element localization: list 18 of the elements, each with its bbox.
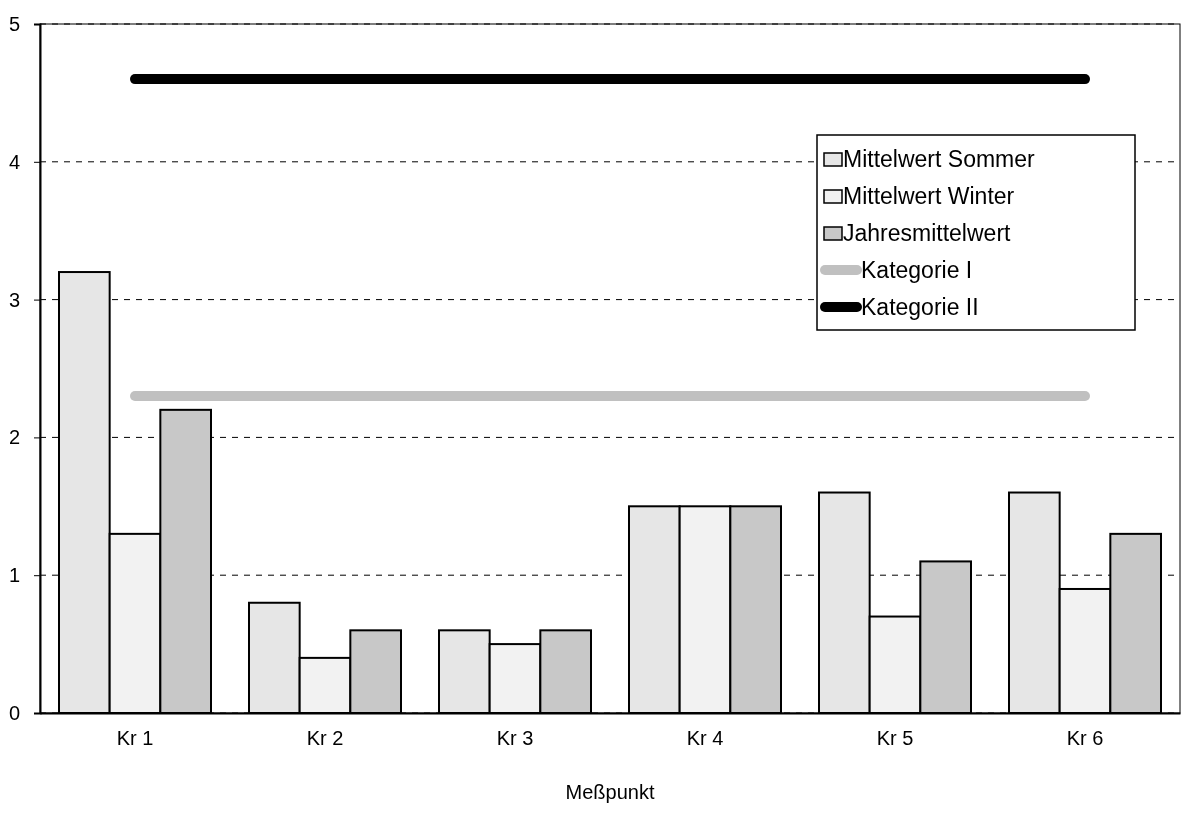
x-tick-label: Kr 6 [1066, 727, 1104, 750]
y-tick-label: 3 [8, 288, 20, 311]
y-tick-label: 4 [8, 150, 20, 173]
x-axis-title: Meßpunkt [565, 781, 655, 803]
legend-label: Kategorie I [861, 257, 973, 283]
legend-label: Mittelwert Winter [843, 183, 1015, 209]
y-tick-label: 0 [8, 701, 20, 724]
x-tick-label: Kr 4 [686, 727, 724, 750]
legend-label: Jahresmittelwert [843, 220, 1012, 246]
y-tick-label: 2 [8, 426, 20, 449]
x-tick-label: Kr 2 [306, 727, 344, 750]
legend-label: Kategorie II [861, 294, 979, 320]
x-tick-label: Kr 3 [496, 727, 534, 750]
legend-label: Mittelwert Sommer [843, 146, 1036, 172]
y-tick-label: 1 [8, 564, 20, 587]
x-tick-label: Kr 1 [116, 727, 154, 750]
y-tick-label: 5 [8, 12, 20, 35]
x-tick-label: Kr 5 [876, 727, 914, 750]
